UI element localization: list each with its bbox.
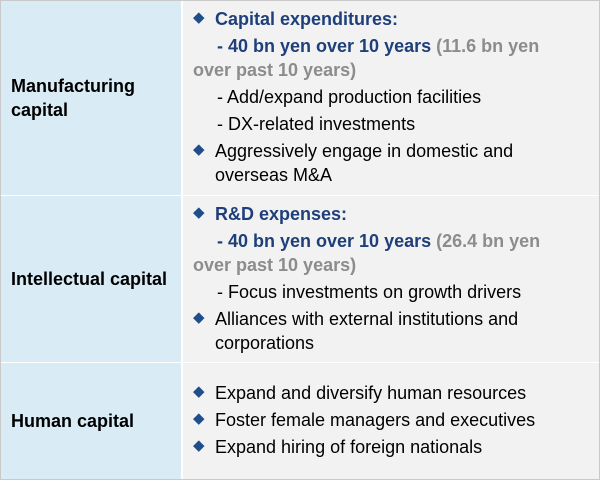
table-row-manufacturing: Manufacturing capital ◆ Capital expendit… (1, 1, 599, 196)
diamond-bullet-icon: ◆ (193, 309, 205, 326)
target-past: (11.6 bn yen (436, 36, 540, 56)
diamond-bullet-icon: ◆ (193, 141, 205, 158)
target-main: - 40 bn yen over 10 years (217, 36, 432, 56)
target-line: - 40 bn yen over 10 years (26.4 bn yen o… (193, 229, 591, 277)
target-past-cont: over past 10 years) (193, 255, 357, 275)
sub-item: - Focus investments on growth drivers (217, 282, 522, 302)
row-label-cell: Manufacturing capital (1, 1, 183, 195)
row-content-cell: ◆ Capital expenditures: - 40 bn yen over… (183, 1, 599, 195)
target-past-cont: over past 10 years) (193, 60, 357, 80)
list-item: ◆ Foster female managers and executives (193, 408, 591, 432)
row-label: Manufacturing capital (11, 76, 135, 120)
target-main: - 40 bn yen over 10 years (217, 231, 432, 251)
row-content-cell: ◆ Expand and diversify human resources ◆… (183, 363, 599, 479)
row-content-cell: ◆ R&D expenses: - 40 bn yen over 10 year… (183, 196, 599, 362)
list-item: ◆ R&D expenses: (193, 202, 591, 226)
item-text: Aggressively engage in domestic and over… (215, 141, 514, 185)
diamond-bullet-icon: ◆ (193, 409, 205, 427)
target-line: - 40 bn yen over 10 years (11.6 bn yen o… (193, 34, 591, 82)
list-item: ◆ Alliances with external institutions a… (193, 307, 591, 355)
item-text: Alliances with external institutions and… (215, 309, 519, 353)
list-item: ◆ Capital expenditures: (193, 7, 591, 31)
item-heading: Capital expenditures: (215, 9, 399, 29)
item-text: Expand and diversify human resources (215, 382, 527, 403)
sub-item: - Add/expand production facilities (217, 87, 482, 107)
row-label: Human capital (11, 411, 135, 431)
row-label-cell: Intellectual capital (1, 196, 183, 362)
item-text: Expand hiring of foreign nationals (215, 436, 483, 457)
list-item: ◆ Expand hiring of foreign nationals (193, 435, 591, 459)
item-text: Foster female managers and executives (215, 409, 536, 430)
diamond-bullet-icon: ◆ (193, 382, 205, 400)
list-item: ◆ Expand and diversify human resources (193, 381, 591, 405)
row-label-cell: Human capital (1, 363, 183, 479)
target-past: (26.4 bn yen (436, 231, 541, 251)
item-heading: R&D expenses: (215, 204, 348, 224)
sub-item: - DX-related investments (217, 114, 416, 134)
diamond-bullet-icon: ◆ (193, 9, 205, 26)
row-label: Intellectual capital (11, 269, 168, 289)
list-item: ◆ Aggressively engage in domestic and ov… (193, 139, 591, 187)
diamond-bullet-icon: ◆ (193, 436, 205, 454)
table-row-intellectual: Intellectual capital ◆ R&D expenses: - 4… (1, 196, 599, 363)
diamond-bullet-icon: ◆ (193, 204, 205, 221)
table-row-human: Human capital ◆ Expand and diversify hum… (1, 363, 599, 479)
